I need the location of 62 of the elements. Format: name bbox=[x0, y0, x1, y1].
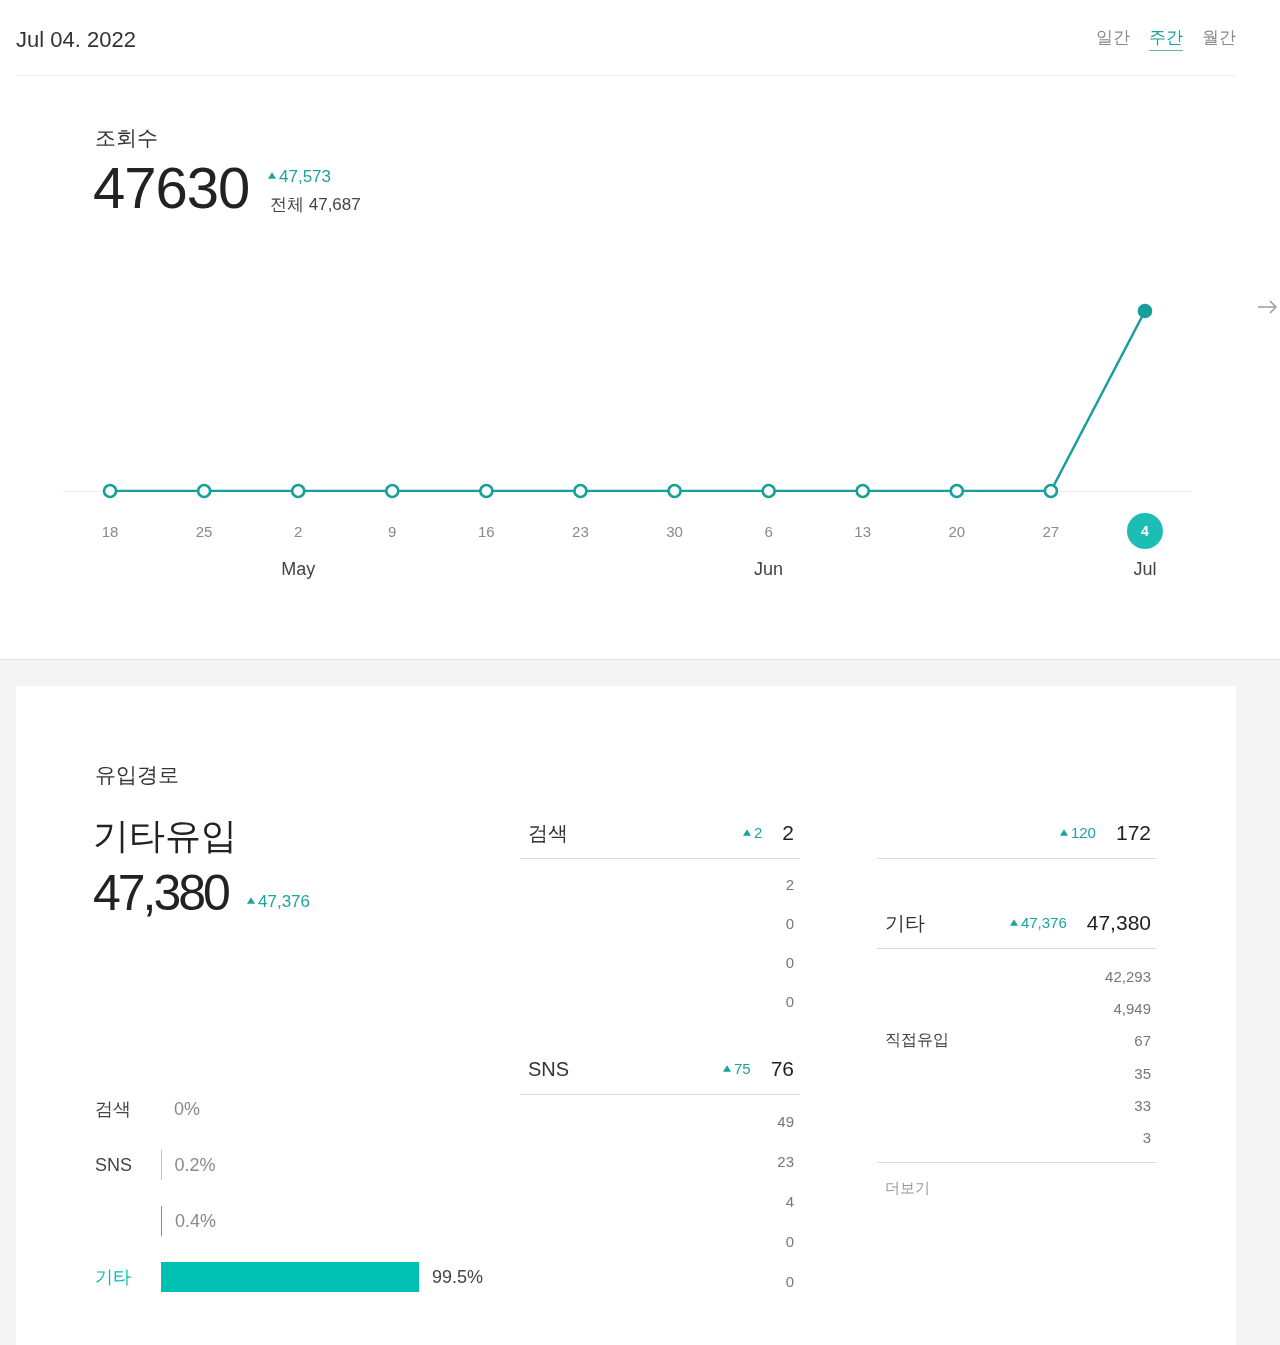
data-label: 67 bbox=[1134, 1032, 1151, 1050]
text: 47,376 bbox=[257, 892, 310, 911]
x-tick-label: 6 bbox=[764, 522, 773, 540]
text: 47,376 bbox=[1019, 914, 1067, 931]
data-label: 23 bbox=[777, 1152, 794, 1170]
text: 더보기 bbox=[885, 1177, 931, 1198]
data-label: 0 bbox=[785, 993, 794, 1010]
text: 47,380 bbox=[93, 865, 228, 921]
data-label: 4 bbox=[785, 1192, 794, 1210]
data-label: 99.5% bbox=[432, 1267, 484, 1287]
x-tick-label: 9 bbox=[388, 522, 397, 540]
x-tick-label: 18 bbox=[101, 522, 119, 540]
text: 전체 47,687 bbox=[270, 194, 361, 216]
text: SNS bbox=[528, 1057, 571, 1081]
text: 일간 bbox=[1096, 27, 1130, 49]
data-label: 0 bbox=[785, 915, 794, 932]
x-tick-label: 25 bbox=[195, 522, 213, 540]
text: 2 bbox=[785, 876, 794, 893]
data-label: 42,293 bbox=[1105, 967, 1151, 985]
chart-title: 조회수 bbox=[95, 125, 158, 151]
data-label: 2 bbox=[782, 821, 794, 845]
text: 47,573 bbox=[278, 167, 331, 186]
x-tick-label: 23 bbox=[572, 522, 589, 540]
y-tick-label: 기타 bbox=[95, 1267, 131, 1287]
text: May bbox=[281, 559, 316, 579]
x-tick-label: 13 bbox=[854, 522, 872, 540]
text: Jun bbox=[754, 559, 784, 579]
x-tick-label: 2 bbox=[294, 522, 303, 540]
data-label: 35 bbox=[1134, 1064, 1151, 1082]
text: 172 bbox=[1115, 821, 1151, 845]
data-label: 49 bbox=[777, 1112, 794, 1130]
text: 76 bbox=[770, 1057, 794, 1081]
data-label: 0% bbox=[174, 1099, 201, 1119]
data-label: 0.4% bbox=[175, 1211, 217, 1231]
text: 47630 bbox=[93, 155, 250, 220]
x-tick-label: 27 bbox=[1042, 522, 1060, 540]
text: 2 bbox=[752, 824, 763, 841]
data-label: 0.2% bbox=[174, 1155, 216, 1175]
text: 47,380 bbox=[1086, 911, 1151, 935]
text: 주간 bbox=[1149, 27, 1183, 49]
category-label: 직접유입 bbox=[885, 1030, 949, 1051]
x-tick-label: 4 bbox=[1141, 523, 1150, 539]
x-tick-label: 20 bbox=[948, 522, 966, 540]
text: 검색 bbox=[528, 820, 569, 846]
data-label: 3 bbox=[1142, 1129, 1151, 1147]
text: 75 bbox=[732, 1060, 751, 1077]
y-tick-label: SNS bbox=[95, 1155, 133, 1175]
chart-title: 유입경로 bbox=[95, 762, 179, 788]
text: 기타 bbox=[885, 910, 926, 936]
text: 월간 bbox=[1202, 27, 1236, 49]
y-tick-label: 검색 bbox=[95, 1099, 131, 1119]
text: Jul 04. 2022 bbox=[16, 26, 136, 54]
data-label: 0 bbox=[785, 1232, 794, 1250]
text: Jul bbox=[1133, 559, 1157, 579]
x-tick-label: 30 bbox=[666, 522, 683, 540]
text: 120 bbox=[1069, 824, 1096, 841]
data-label: 0 bbox=[785, 954, 794, 971]
data-label: 33 bbox=[1134, 1096, 1151, 1114]
chart-subtitle: 기타유입 bbox=[93, 814, 237, 858]
data-label: 4,949 bbox=[1113, 999, 1151, 1017]
x-tick-label: 16 bbox=[478, 522, 495, 540]
data-label: 0 bbox=[785, 1272, 794, 1290]
